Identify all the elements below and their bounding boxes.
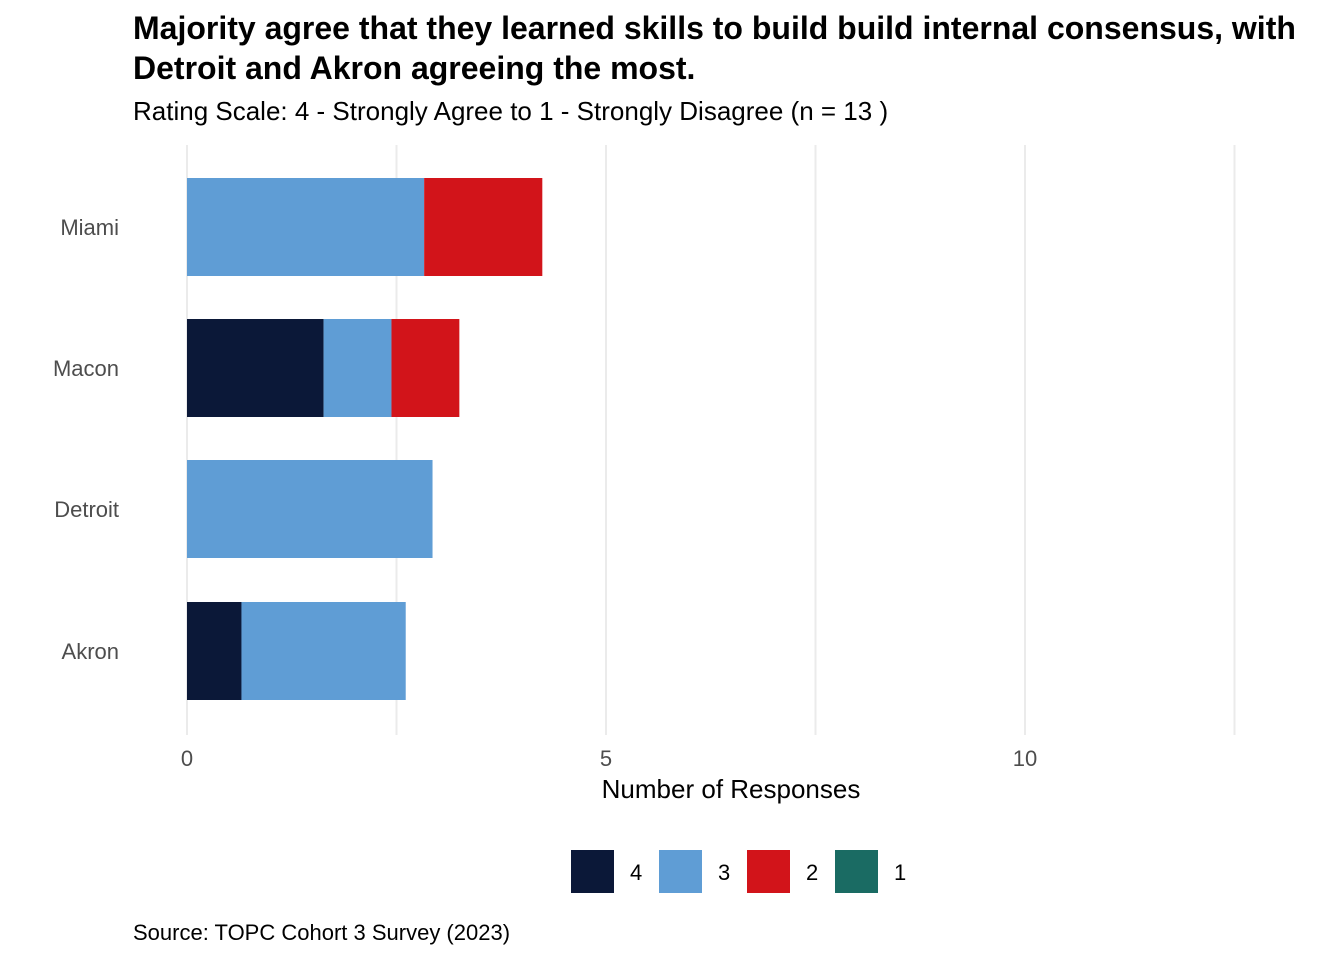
y-tick-label-miami: Miami <box>60 215 119 240</box>
bar-segment-akron-3 <box>241 602 406 700</box>
legend-label-1: 1 <box>894 860 906 885</box>
legend-key-2 <box>747 850 790 893</box>
x-axis-title: Number of Responses <box>602 774 861 804</box>
bar-segment-akron-4 <box>187 602 242 700</box>
y-axis-labels: Miami Macon Detroit Akron <box>53 215 119 664</box>
x-tick-label: 10 <box>1013 746 1037 771</box>
x-tick-label: 5 <box>600 746 612 771</box>
y-tick-label-akron: Akron <box>62 639 119 664</box>
y-tick-label-detroit: Detroit <box>54 497 119 522</box>
bar-segment-macon-3 <box>323 319 392 417</box>
bar-segment-miami-3 <box>187 178 425 276</box>
legend: 4 3 2 1 <box>571 850 906 893</box>
bar-segment-macon-2 <box>391 319 460 417</box>
x-axis-ticks: 0 5 10 <box>181 746 1037 771</box>
chart-subtitle: Rating Scale: 4 - Strongly Agree to 1 - … <box>133 96 889 126</box>
bar-segment-detroit-3 <box>187 460 433 558</box>
legend-key-4 <box>571 850 614 893</box>
bar-stack-group <box>187 178 543 700</box>
chart-title: Majority agree that they learned skills … <box>133 10 1296 86</box>
bar-segment-miami-2 <box>424 178 543 276</box>
legend-label-3: 3 <box>718 860 730 885</box>
legend-key-1 <box>835 850 878 893</box>
legend-label-4: 4 <box>630 860 642 885</box>
x-tick-label: 0 <box>181 746 193 771</box>
legend-key-3 <box>659 850 702 893</box>
chart-caption: Source: TOPC Cohort 3 Survey (2023) <box>133 920 511 945</box>
legend-label-2: 2 <box>806 860 818 885</box>
bar-segment-macon-4 <box>187 319 324 417</box>
y-tick-label-macon: Macon <box>53 356 119 381</box>
